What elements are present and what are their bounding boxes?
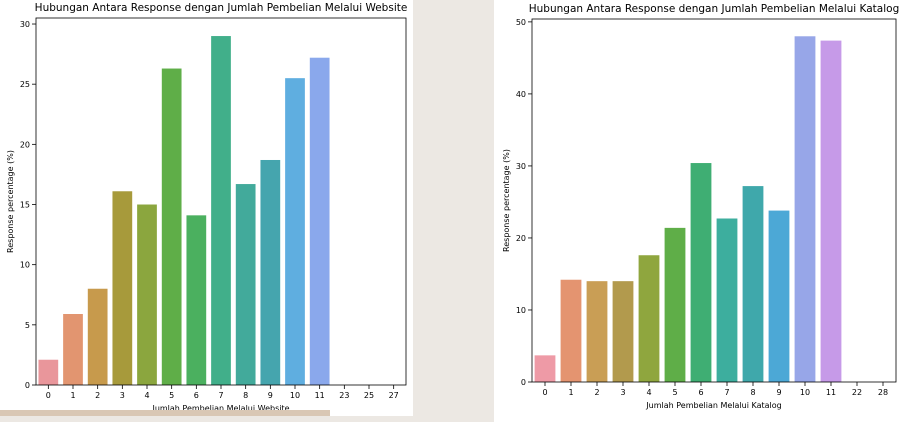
chart-panel-catalog: Hubungan Antara Response dengan Jumlah P… <box>494 0 909 422</box>
y-axis-label: Response percentage (%) <box>502 149 511 252</box>
bar-11 <box>820 40 842 382</box>
bar-4 <box>638 255 660 382</box>
x-tick-label-22: 22 <box>852 388 862 397</box>
bar-8 <box>742 186 764 382</box>
x-tick-label-5: 5 <box>672 388 677 397</box>
x-tick-label-1: 1 <box>70 391 75 400</box>
bar-0 <box>38 359 59 385</box>
decorative-accent <box>0 410 330 416</box>
y-tick-label-5: 5 <box>25 321 30 330</box>
x-tick-label-3: 3 <box>120 391 125 400</box>
x-tick-label-1: 1 <box>568 388 573 397</box>
y-tick-label-30: 30 <box>20 20 30 29</box>
bar-1 <box>560 279 582 382</box>
x-tick-label-0: 0 <box>46 391 51 400</box>
chart-title: Hubungan Antara Response dengan Jumlah P… <box>35 2 408 14</box>
bar-1 <box>63 314 83 385</box>
bar-0 <box>534 355 556 382</box>
y-tick-label-25: 25 <box>20 80 30 89</box>
bar-5 <box>664 227 686 382</box>
x-tick-label-3: 3 <box>620 388 625 397</box>
x-tick-label-2: 2 <box>594 388 599 397</box>
bar-7 <box>716 218 738 382</box>
x-tick-label-6: 6 <box>698 388 703 397</box>
bar-6 <box>690 163 712 382</box>
x-tick-label-23: 23 <box>339 391 349 400</box>
y-tick-label-10: 10 <box>516 306 526 315</box>
x-tick-label-2: 2 <box>95 391 100 400</box>
bar-5 <box>161 68 182 385</box>
x-tick-label-9: 9 <box>776 388 781 397</box>
x-tick-label-6: 6 <box>194 391 199 400</box>
bar-9 <box>260 159 281 385</box>
x-tick-label-10: 10 <box>800 388 810 397</box>
plot-frame <box>35 17 407 386</box>
bar-2 <box>586 281 608 382</box>
x-tick-label-4: 4 <box>646 388 651 397</box>
chart-title: Hubungan Antara Response dengan Jumlah P… <box>529 3 899 15</box>
website-purchase-chart: Hubungan Antara Response dengan Jumlah P… <box>6 2 408 413</box>
x-tick-label-8: 8 <box>750 388 755 397</box>
x-tick-label-27: 27 <box>389 391 399 400</box>
x-tick-label-11: 11 <box>826 388 836 397</box>
y-tick-label-0: 0 <box>521 378 526 387</box>
bar-7 <box>211 36 231 385</box>
bar-4 <box>137 204 157 385</box>
y-tick-label-10: 10 <box>20 261 30 270</box>
x-tick-label-0: 0 <box>542 388 547 397</box>
x-tick-label-28: 28 <box>878 388 888 397</box>
y-tick-label-0: 0 <box>25 381 30 390</box>
bar-11 <box>309 57 330 386</box>
y-tick-label-40: 40 <box>516 90 526 99</box>
y-axis-label: Response percentage (%) <box>6 150 15 253</box>
bar-8 <box>235 184 256 385</box>
y-tick-label-15: 15 <box>20 201 30 210</box>
y-tick-label-20: 20 <box>516 234 526 243</box>
x-tick-label-11: 11 <box>315 391 325 400</box>
catalog-purchase-chart: Hubungan Antara Response dengan Jumlah P… <box>502 3 899 410</box>
x-tick-label-7: 7 <box>218 391 223 400</box>
x-tick-label-4: 4 <box>144 391 149 400</box>
x-tick-label-5: 5 <box>169 391 174 400</box>
bar-9 <box>768 210 790 382</box>
bar-6 <box>186 215 207 385</box>
x-tick-label-8: 8 <box>243 391 248 400</box>
bar-10 <box>794 36 816 383</box>
x-tick-label-10: 10 <box>290 391 300 400</box>
bar-3 <box>612 281 634 382</box>
y-tick-label-50: 50 <box>516 18 526 27</box>
plot-frame <box>531 18 897 383</box>
x-axis-label: Jumlah Pembelian Melalui Katalog <box>645 401 781 410</box>
x-axis-label: Jumlah Pembelian Melalui Website <box>151 404 289 413</box>
y-tick-label-20: 20 <box>20 140 30 149</box>
x-tick-label-25: 25 <box>364 391 374 400</box>
x-tick-label-9: 9 <box>268 391 273 400</box>
bar-10 <box>285 78 305 385</box>
chart-panel-website: Hubungan Antara Response dengan Jumlah P… <box>0 0 413 416</box>
x-tick-label-7: 7 <box>724 388 729 397</box>
y-tick-label-30: 30 <box>516 162 526 171</box>
bar-3 <box>112 191 133 385</box>
bar-2 <box>87 288 108 385</box>
